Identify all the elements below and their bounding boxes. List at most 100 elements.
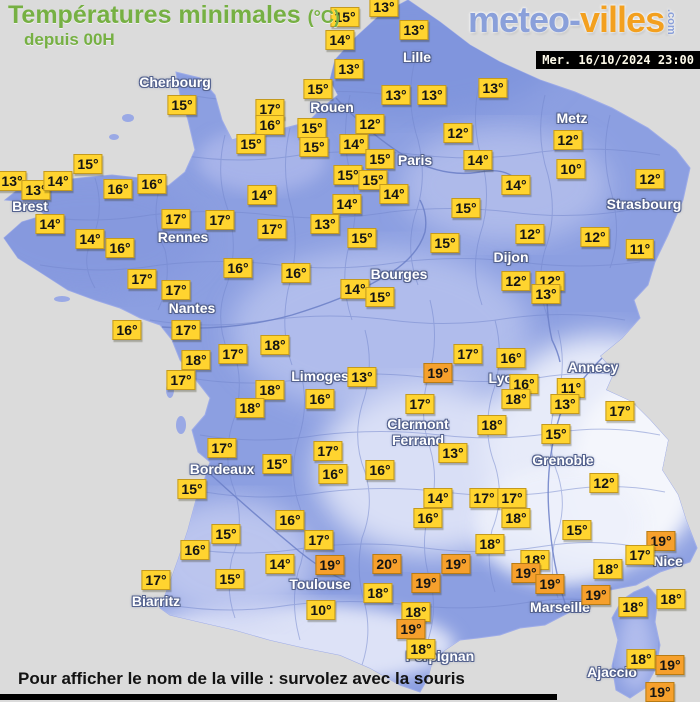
temp-label[interactable]: 18°	[656, 589, 686, 609]
temp-label[interactable]: 16°	[365, 460, 395, 480]
temp-label[interactable]: 17°	[405, 394, 435, 414]
temp-label[interactable]: 17°	[453, 344, 483, 364]
temp-label[interactable]: 19°	[396, 619, 426, 639]
temp-label[interactable]: 12°	[355, 114, 385, 134]
temp-label[interactable]: 18°	[593, 559, 623, 579]
temp-label[interactable]: 18°	[475, 534, 505, 554]
temp-label[interactable]: 14°	[501, 175, 531, 195]
temp-label[interactable]: 14°	[325, 30, 355, 50]
temp-label[interactable]: 16°	[275, 510, 305, 530]
temp-label[interactable]: 15°	[177, 479, 207, 499]
temp-label[interactable]: 16°	[496, 348, 526, 368]
temp-label[interactable]: 19°	[423, 363, 453, 383]
temp-label[interactable]: 13°	[417, 85, 447, 105]
temp-label[interactable]: 14°	[339, 134, 369, 154]
temp-label[interactable]: 15°	[562, 520, 592, 540]
temp-label[interactable]: 16°	[137, 174, 167, 194]
temp-label[interactable]: 12°	[501, 271, 531, 291]
temp-label[interactable]: 17°	[257, 219, 287, 239]
temp-label[interactable]: 13°	[478, 78, 508, 98]
temp-label[interactable]: 12°	[635, 169, 665, 189]
temp-label[interactable]: 19°	[315, 555, 345, 575]
temp-label[interactable]: 14°	[247, 185, 277, 205]
temp-label[interactable]: 16°	[318, 464, 348, 484]
meteo-villes-logo[interactable]: meteo-villes.com	[468, 2, 677, 38]
temp-label[interactable]: 19°	[535, 574, 565, 594]
temp-label[interactable]: 16°	[180, 540, 210, 560]
temp-label[interactable]: 18°	[501, 389, 531, 409]
temp-label[interactable]: 16°	[103, 179, 133, 199]
temp-label[interactable]: 16°	[255, 115, 285, 135]
temp-label[interactable]: 17°	[625, 545, 655, 565]
temp-label[interactable]: 17°	[161, 209, 191, 229]
temp-label[interactable]: 13°	[550, 394, 580, 414]
temp-label[interactable]: 13°	[310, 214, 340, 234]
temp-label[interactable]: 19°	[655, 655, 685, 675]
temp-label[interactable]: 13°	[347, 367, 377, 387]
temp-label[interactable]: 17°	[127, 269, 157, 289]
temp-label[interactable]: 16°	[105, 238, 135, 258]
temp-label[interactable]: 12°	[580, 227, 610, 247]
temp-label[interactable]: 17°	[161, 280, 191, 300]
temp-label[interactable]: 15°	[73, 154, 103, 174]
temp-label[interactable]: 15°	[430, 233, 460, 253]
temp-label[interactable]: 18°	[235, 398, 265, 418]
temp-label[interactable]: 17°	[141, 570, 171, 590]
temp-label[interactable]: 17°	[469, 488, 499, 508]
temp-label[interactable]: 14°	[75, 229, 105, 249]
temp-label[interactable]: 18°	[618, 597, 648, 617]
temp-label[interactable]: 17°	[171, 320, 201, 340]
temp-label[interactable]: 19°	[441, 554, 471, 574]
temp-label[interactable]: 15°	[303, 79, 333, 99]
temp-label[interactable]: 14°	[43, 171, 73, 191]
temp-label[interactable]: 15°	[347, 228, 377, 248]
temp-label[interactable]: 18°	[181, 350, 211, 370]
temp-label[interactable]: 17°	[313, 441, 343, 461]
temp-label[interactable]: 13°	[369, 0, 399, 17]
temp-label[interactable]: 18°	[406, 639, 436, 659]
temp-label[interactable]: 14°	[332, 194, 362, 214]
temp-label[interactable]: 18°	[260, 335, 290, 355]
temp-label[interactable]: 17°	[304, 530, 334, 550]
temp-label[interactable]: 10°	[556, 159, 586, 179]
temp-label[interactable]: 15°	[262, 454, 292, 474]
temp-label[interactable]: 19°	[581, 585, 611, 605]
temp-label[interactable]: 18°	[401, 602, 431, 622]
temp-label[interactable]: 19°	[645, 682, 675, 702]
temp-label[interactable]: 13°	[531, 284, 561, 304]
temp-label[interactable]: 13°	[381, 85, 411, 105]
temp-label[interactable]: 17°	[205, 210, 235, 230]
temp-label[interactable]: 16°	[223, 258, 253, 278]
temp-label[interactable]: 15°	[299, 137, 329, 157]
temp-label[interactable]: 15°	[333, 165, 363, 185]
temp-label[interactable]: 12°	[443, 123, 473, 143]
temp-label[interactable]: 15°	[215, 569, 245, 589]
temp-label[interactable]: 13°	[0, 171, 27, 191]
temp-label[interactable]: 13°	[21, 180, 51, 200]
temp-label[interactable]: 15°	[451, 198, 481, 218]
temp-label[interactable]: 12°	[589, 473, 619, 493]
temp-label[interactable]: 13°	[334, 59, 364, 79]
temp-label[interactable]: 11°	[556, 378, 586, 398]
temp-label[interactable]: 18°	[626, 649, 656, 669]
temp-label[interactable]: 15°	[236, 134, 266, 154]
temp-label[interactable]: 17°	[166, 370, 196, 390]
temp-label[interactable]: 12°	[553, 130, 583, 150]
temp-label[interactable]: 16°	[413, 508, 443, 528]
temp-label[interactable]: 15°	[541, 424, 571, 444]
temp-label[interactable]: 14°	[379, 184, 409, 204]
temp-label[interactable]: 16°	[305, 389, 335, 409]
temp-label[interactable]: 18°	[501, 508, 531, 528]
temp-label[interactable]: 18°	[363, 583, 393, 603]
temp-label[interactable]: 17°	[605, 401, 635, 421]
temp-label[interactable]: 12°	[515, 224, 545, 244]
temp-label[interactable]: 15°	[211, 524, 241, 544]
temp-label[interactable]: 19°	[511, 563, 541, 583]
temp-label[interactable]: 14°	[35, 214, 65, 234]
temp-label[interactable]: 15°	[358, 170, 388, 190]
temp-label[interactable]: 10°	[306, 600, 336, 620]
temp-label[interactable]: 17°	[218, 344, 248, 364]
temp-label[interactable]: 16°	[112, 320, 142, 340]
temp-label[interactable]: 17°	[207, 438, 237, 458]
temp-label[interactable]: 16°	[281, 263, 311, 283]
